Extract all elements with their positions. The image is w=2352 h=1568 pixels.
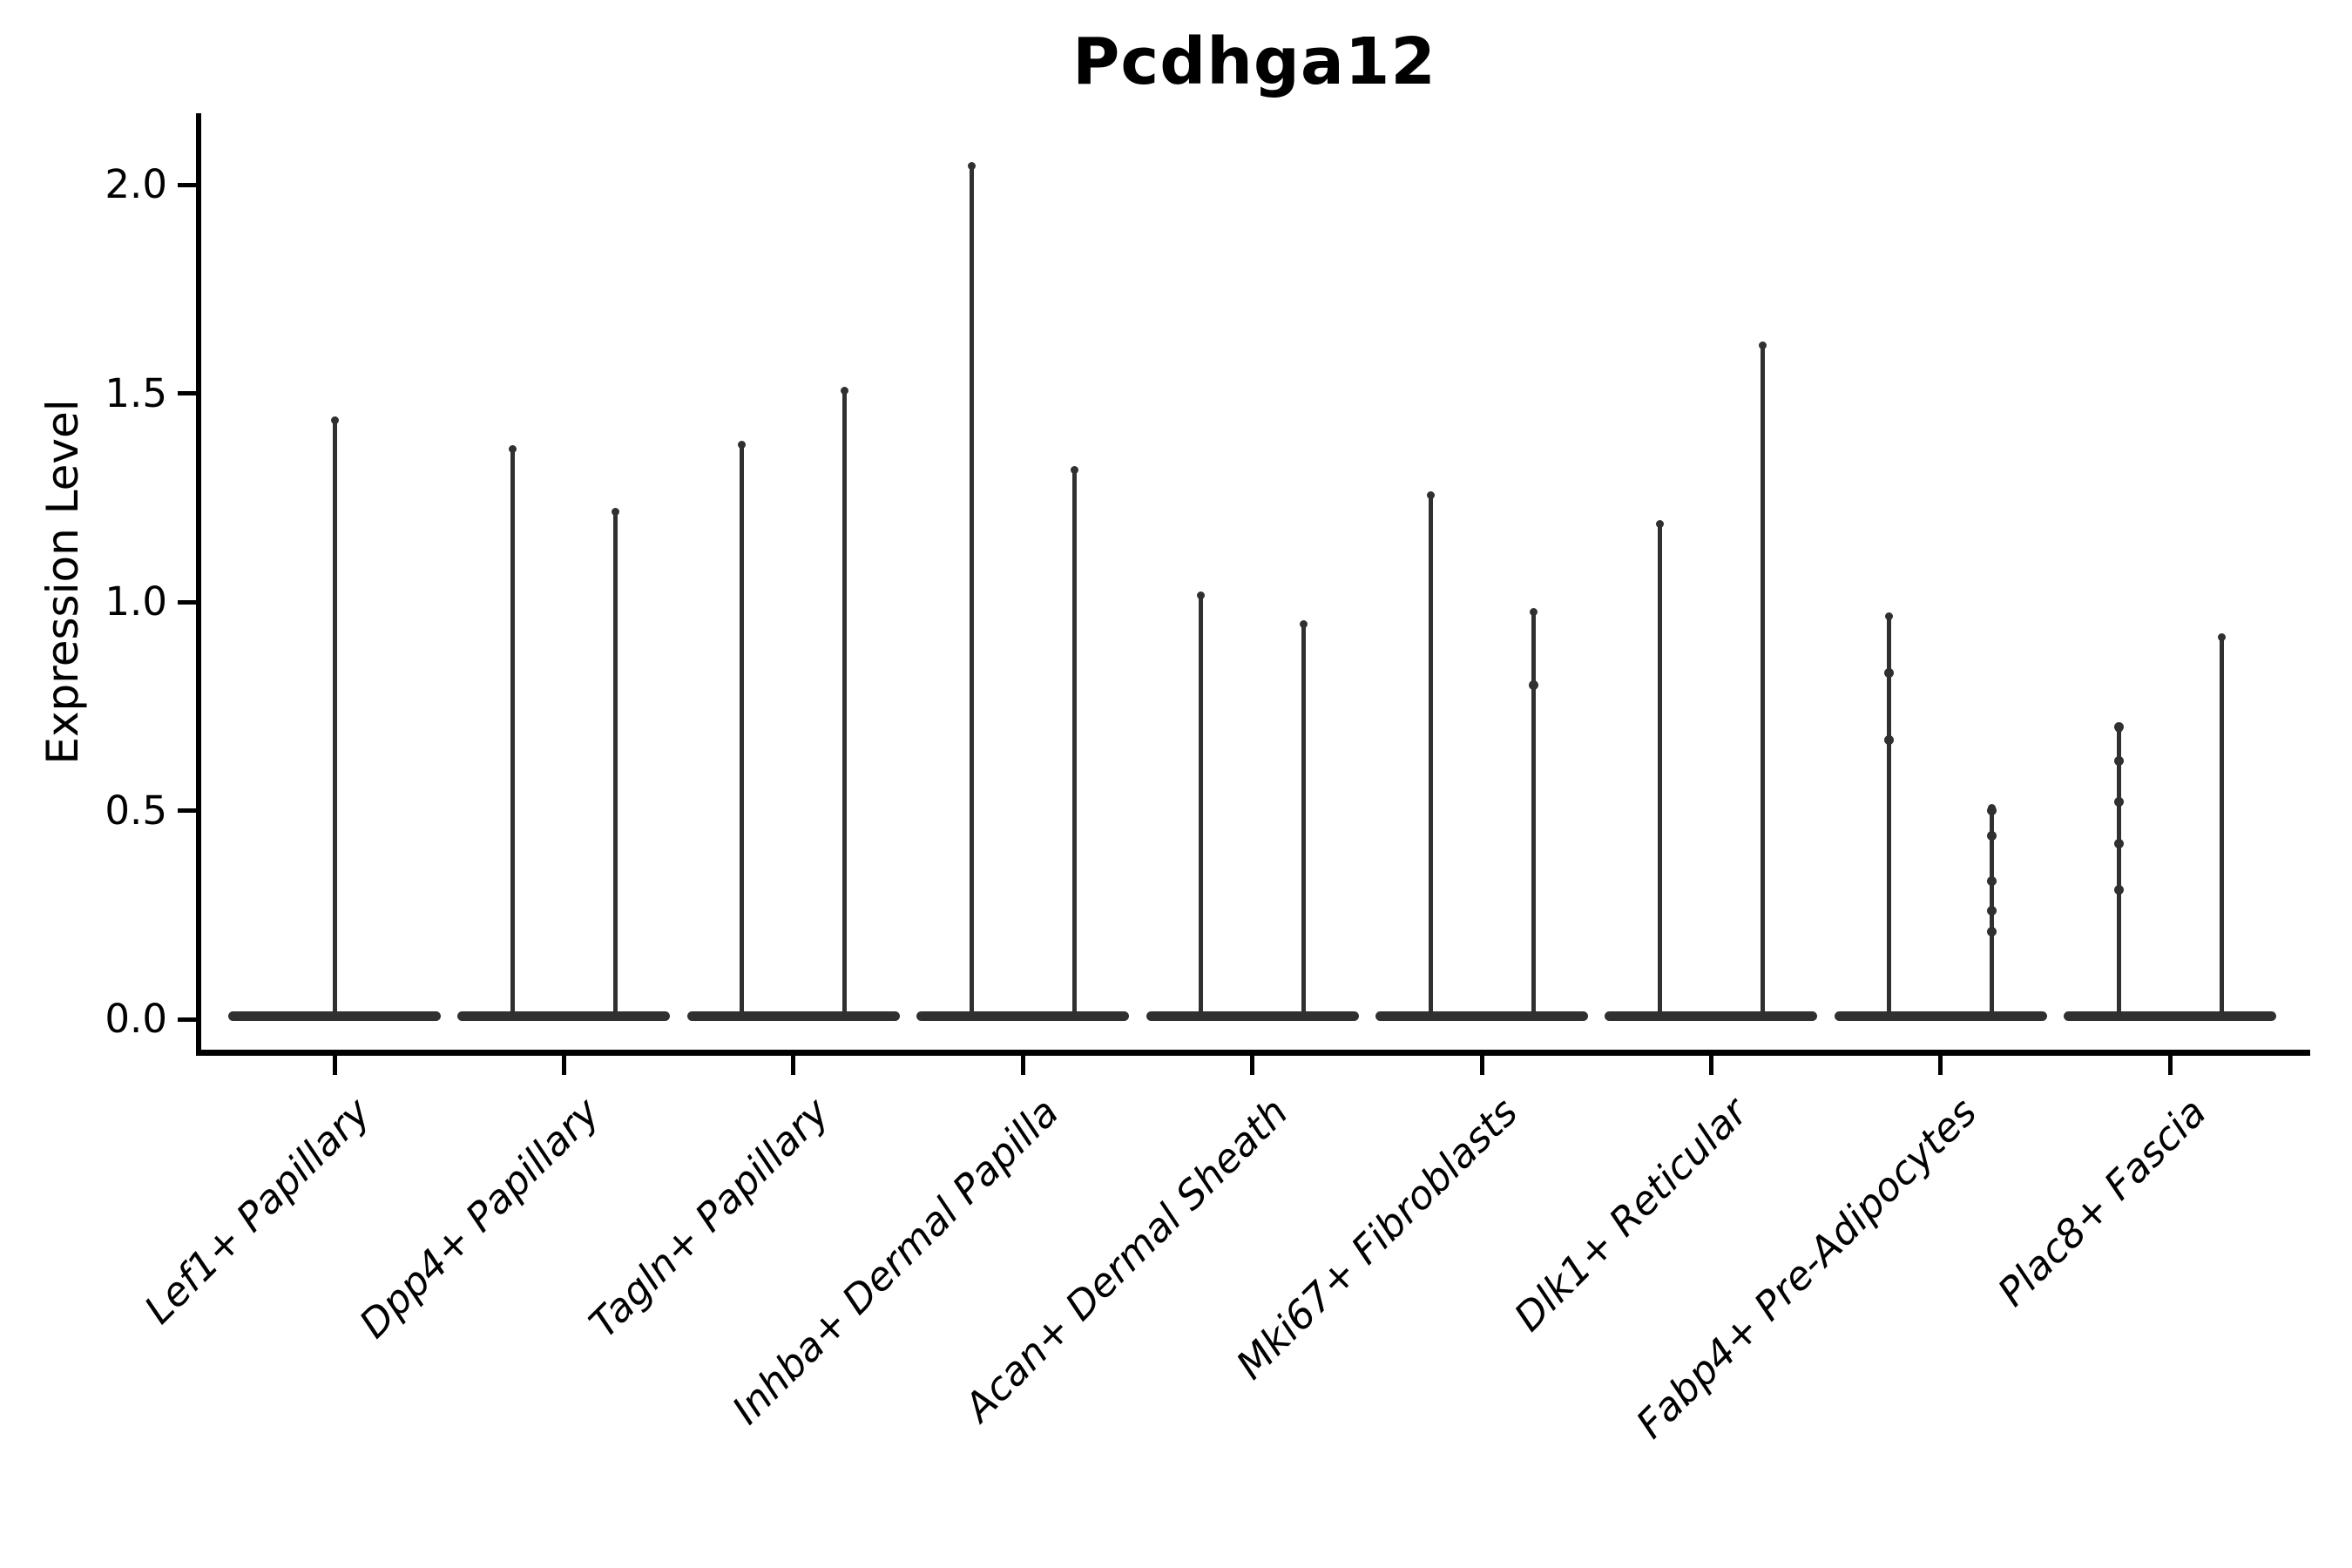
violin-spike-tip xyxy=(2217,632,2226,641)
y-tick-label: 1.0 xyxy=(105,578,167,625)
violin-dot xyxy=(2113,722,2124,733)
violin-spike xyxy=(969,164,974,1019)
violin-dot xyxy=(1884,667,1895,678)
violin-body xyxy=(1605,1010,1818,1021)
violin-spike xyxy=(2219,635,2224,1019)
x-tick xyxy=(561,1056,566,1075)
y-tick xyxy=(178,182,199,187)
violin-spike xyxy=(1760,343,1765,1019)
x-tick xyxy=(1479,1056,1484,1075)
violin-spike-tip xyxy=(1758,341,1767,349)
violin-spike-tip xyxy=(330,416,339,424)
violin-spike-tip xyxy=(1529,608,1538,617)
violin-spike-tip xyxy=(967,161,976,170)
violin-body xyxy=(1834,1010,2047,1021)
violin-spike xyxy=(2116,727,2121,1019)
violin-spike xyxy=(842,389,848,1019)
y-tick xyxy=(178,1017,199,1022)
violin-spike xyxy=(332,418,337,1019)
violin-spike xyxy=(1071,468,1077,1019)
violin-body xyxy=(1146,1010,1359,1021)
x-tick xyxy=(791,1056,796,1075)
violin-spike-tip xyxy=(841,387,849,395)
x-axis-spine xyxy=(196,1050,2310,1056)
violin-dot xyxy=(1987,905,1997,916)
violin-dot xyxy=(2113,755,2124,766)
violin-dot xyxy=(1884,734,1895,745)
violin-spike-tip xyxy=(611,508,619,517)
violin-body xyxy=(1375,1010,1588,1021)
violin-spike xyxy=(1301,622,1307,1019)
y-tick-label: 1.5 xyxy=(105,369,167,416)
y-tick xyxy=(178,391,199,395)
y-tick xyxy=(178,599,199,605)
x-tick-label-text: Tagln+ Papillary xyxy=(580,1089,839,1347)
violin-dot xyxy=(1987,830,1997,841)
violin-spike xyxy=(1531,610,1536,1019)
x-tick-label-text: Plac8+ Fascia xyxy=(1988,1089,2215,1315)
x-tick-label-text: Lef1+ Papillary xyxy=(135,1089,380,1333)
violin-spike xyxy=(1887,614,1892,1019)
violin-spike-tip xyxy=(1197,591,1206,599)
y-tick xyxy=(178,808,199,813)
violin-spike xyxy=(612,510,618,1019)
violin-spike-tip xyxy=(1070,466,1078,475)
violin-dot xyxy=(1987,926,1997,936)
violin-body xyxy=(686,1010,900,1021)
violin-spike-tip xyxy=(1300,620,1308,629)
x-tick xyxy=(2167,1056,2173,1075)
violin-dot xyxy=(1987,876,1997,887)
violin-dot xyxy=(2113,885,2124,895)
plot-title: Pcdhga12 xyxy=(1072,24,1436,99)
x-tick xyxy=(1938,1056,1943,1075)
x-tick-label-text: Dlk1+ Reticular xyxy=(1504,1089,1756,1341)
violin-spike-tip xyxy=(1655,520,1664,529)
violin-dot xyxy=(2113,797,2124,808)
x-tick xyxy=(1250,1056,1255,1075)
violin-spike xyxy=(1199,593,1204,1019)
violin-spike-tip xyxy=(738,441,747,449)
x-tick xyxy=(1708,1056,1713,1075)
x-tick xyxy=(1020,1056,1025,1075)
violin-spike xyxy=(740,443,745,1019)
y-tick-label: 0.5 xyxy=(105,787,167,834)
violin-spike xyxy=(1657,522,1662,1019)
violin-dot xyxy=(2113,839,2124,849)
violin-dot xyxy=(1528,680,1538,691)
violin-spike xyxy=(1428,493,1433,1019)
x-tick-label-text: Dpp4+ Papillary xyxy=(350,1089,609,1348)
violin-dot xyxy=(1987,806,1997,815)
violin-spike-tip xyxy=(1885,612,1894,620)
y-tick-label: 2.0 xyxy=(105,161,167,207)
y-axis-spine xyxy=(196,113,201,1056)
violin-spike-tip xyxy=(1426,490,1435,499)
violin-spike xyxy=(510,447,515,1019)
violin-spike-tip xyxy=(508,445,517,454)
violin-body xyxy=(2064,1010,2277,1021)
y-tick-label: 0.0 xyxy=(105,996,167,1042)
violin-body xyxy=(916,1010,1130,1021)
violin-body xyxy=(457,1010,671,1021)
x-tick xyxy=(332,1056,337,1075)
